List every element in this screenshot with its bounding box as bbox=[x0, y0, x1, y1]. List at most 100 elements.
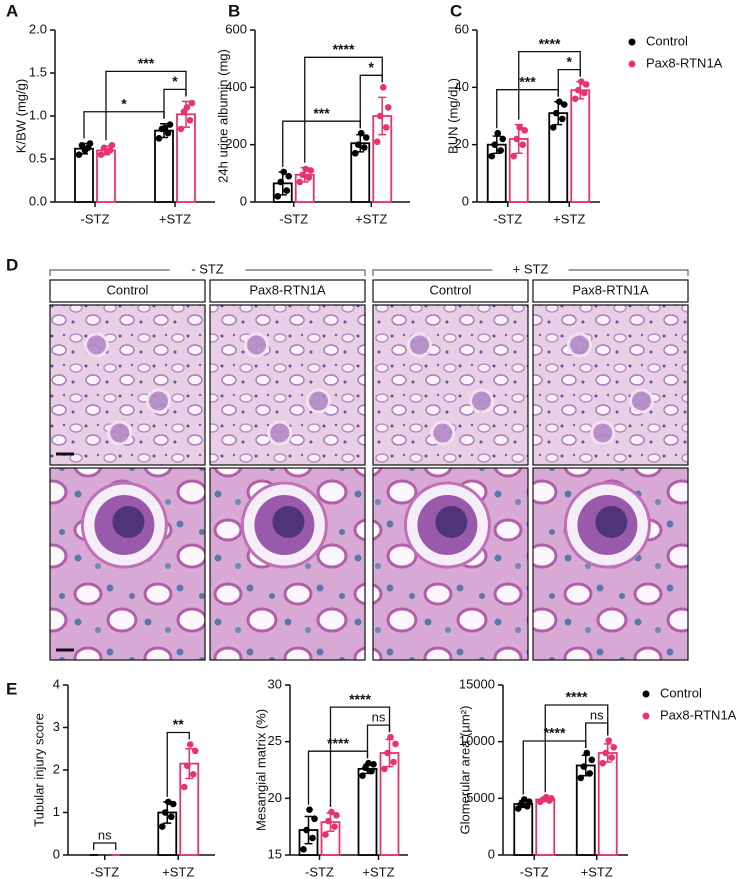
significance-label: **** bbox=[349, 691, 371, 707]
y-tick-label: 0 bbox=[488, 846, 495, 861]
data-point bbox=[325, 817, 332, 825]
data-point bbox=[577, 78, 585, 85]
y-tick-label: 0 bbox=[53, 846, 60, 861]
column-label: Pax8-RTN1A bbox=[249, 282, 326, 297]
glomerulus bbox=[306, 388, 331, 414]
x-tick-label: -STZ bbox=[90, 864, 119, 879]
y-tick-label: 60 bbox=[455, 21, 469, 36]
data-point bbox=[280, 168, 288, 176]
data-point bbox=[610, 744, 618, 751]
legend-marker bbox=[642, 690, 650, 698]
data-point bbox=[525, 798, 533, 806]
glomerulus bbox=[430, 420, 456, 446]
data-point bbox=[580, 89, 588, 97]
legend-marker bbox=[628, 38, 636, 46]
glomerulus bbox=[469, 388, 494, 414]
data-point bbox=[305, 174, 313, 181]
y-tick-label: 400 bbox=[225, 79, 247, 94]
y-tick-label: 15000 bbox=[459, 676, 495, 691]
y-tick-label: 2 bbox=[53, 761, 60, 776]
significance-label: **** bbox=[539, 35, 561, 51]
y-tick-label: 1.5 bbox=[29, 64, 47, 79]
data-point bbox=[81, 147, 89, 154]
legend-label: Control bbox=[660, 685, 702, 700]
y-axis-label: 24h urine albumin (mg) bbox=[215, 49, 230, 183]
bar bbox=[570, 89, 591, 203]
data-point bbox=[583, 749, 591, 757]
data-point bbox=[588, 756, 596, 764]
data-point bbox=[392, 740, 399, 748]
data-point bbox=[608, 754, 616, 761]
data-point bbox=[333, 812, 340, 819]
significance-bracket bbox=[282, 120, 361, 167]
data-point bbox=[283, 187, 291, 194]
glomerulus-core bbox=[112, 506, 145, 538]
data-point bbox=[370, 761, 377, 768]
panel-label: A bbox=[6, 1, 18, 20]
x-tick-label: -STZ bbox=[81, 211, 110, 226]
y-tick-label: 15 bbox=[268, 846, 282, 861]
data-point bbox=[186, 741, 194, 748]
data-point bbox=[303, 826, 310, 834]
significance-label: *** bbox=[138, 55, 155, 71]
y-tick-label: 20 bbox=[455, 136, 469, 151]
bar bbox=[535, 798, 556, 856]
data-point bbox=[368, 767, 375, 775]
data-point bbox=[277, 178, 285, 186]
significance-bracket bbox=[544, 704, 609, 793]
y-tick-label: 4 bbox=[53, 676, 60, 691]
data-point bbox=[354, 141, 362, 148]
bar bbox=[96, 149, 116, 203]
data-point bbox=[542, 793, 550, 801]
data-point bbox=[497, 147, 505, 154]
significance-label: * bbox=[172, 73, 178, 89]
glomerulus bbox=[244, 332, 269, 358]
y-tick-label: 600 bbox=[225, 21, 247, 36]
data-point bbox=[365, 759, 372, 767]
column-header bbox=[49, 279, 206, 303]
data-point bbox=[164, 798, 172, 806]
legend-label: Pax8-RTN1A bbox=[660, 707, 737, 722]
y-tick-label: 30 bbox=[268, 676, 282, 691]
x-tick-label: +STZ bbox=[581, 864, 613, 879]
y-tick-label: 1.0 bbox=[29, 107, 47, 122]
data-point bbox=[161, 809, 169, 816]
data-point bbox=[379, 84, 387, 91]
y-tick-label: 0 bbox=[240, 193, 247, 208]
data-point bbox=[167, 813, 175, 821]
y-tick-label: 2.0 bbox=[29, 21, 47, 36]
data-point bbox=[519, 141, 527, 148]
data-point bbox=[274, 192, 282, 200]
column-header bbox=[209, 279, 366, 303]
y-axis-label: K/BW (mg/g) bbox=[13, 79, 28, 153]
data-point bbox=[300, 846, 307, 853]
data-point bbox=[189, 770, 197, 778]
column-label: Control bbox=[107, 282, 149, 297]
glomerulus bbox=[267, 420, 293, 446]
y-tick-label: 0.5 bbox=[29, 150, 47, 165]
data-point bbox=[513, 135, 521, 143]
y-tick-label: 5000 bbox=[466, 790, 495, 805]
data-point bbox=[299, 171, 307, 179]
data-point bbox=[494, 129, 502, 137]
data-point bbox=[488, 152, 496, 160]
significance-label: * bbox=[567, 53, 573, 69]
glomerulus-core bbox=[595, 506, 628, 538]
data-point bbox=[605, 737, 613, 744]
data-point bbox=[555, 98, 563, 105]
glomerulus bbox=[567, 332, 592, 358]
data-point bbox=[582, 81, 590, 88]
group-bracket bbox=[49, 269, 366, 276]
data-point bbox=[78, 141, 86, 149]
glomerulus bbox=[590, 420, 616, 446]
data-point bbox=[362, 134, 370, 141]
legend-marker bbox=[642, 712, 650, 720]
data-point bbox=[169, 800, 177, 808]
y-tick-label: 3 bbox=[53, 719, 60, 734]
significance-label: **** bbox=[333, 41, 355, 57]
column-label: Control bbox=[430, 282, 472, 297]
significance-label: ns bbox=[372, 710, 386, 725]
data-point bbox=[586, 770, 594, 777]
data-point bbox=[161, 124, 169, 132]
x-tick-label: +STZ bbox=[553, 211, 585, 226]
